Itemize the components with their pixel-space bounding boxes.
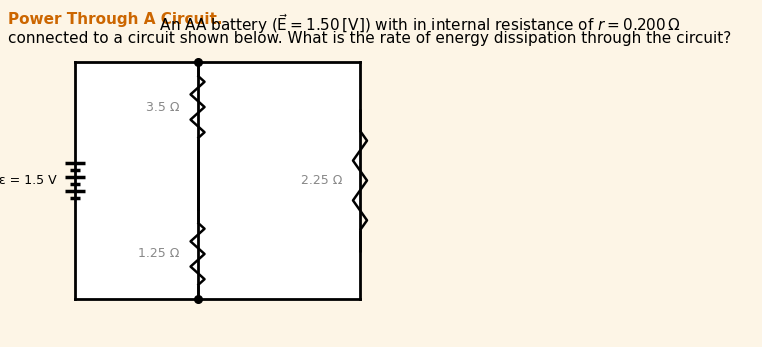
Text: 1.25 Ω: 1.25 Ω <box>138 247 180 261</box>
Text: An AA battery ($\vec{\mathrm{E}} = 1.50\,[\mathrm{V}]$) with in internal resista: An AA battery ($\vec{\mathrm{E}} = 1.50\… <box>155 12 680 36</box>
Text: connected to a circuit shown below. What is the rate of energy dissipation throu: connected to a circuit shown below. What… <box>8 31 732 46</box>
Text: 3.5 Ω: 3.5 Ω <box>146 101 180 113</box>
Text: ε = 1.5 V: ε = 1.5 V <box>0 174 57 187</box>
Text: 2.25 Ω: 2.25 Ω <box>301 174 342 187</box>
Bar <box>75 62 360 299</box>
Text: Power Through A Circuit.: Power Through A Circuit. <box>8 12 223 27</box>
